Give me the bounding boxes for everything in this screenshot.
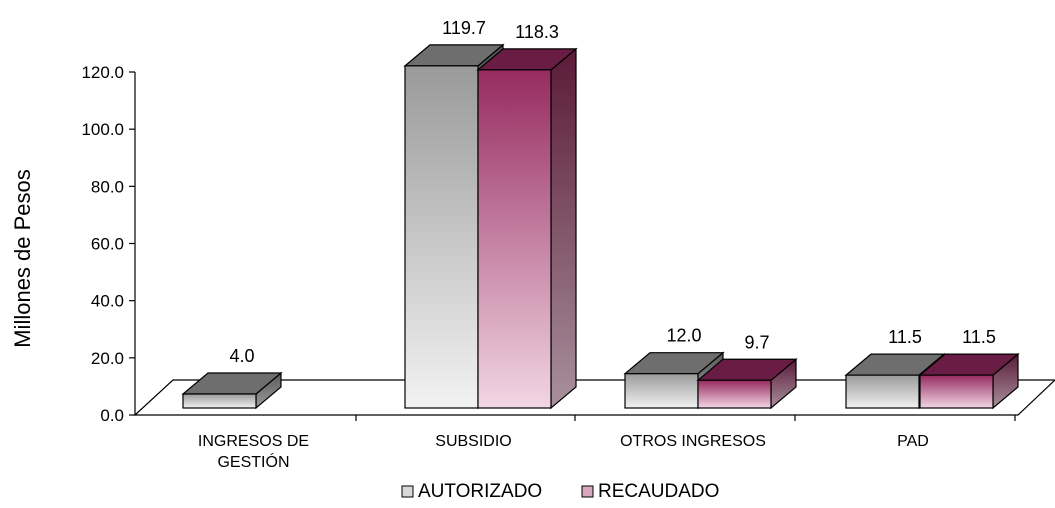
y-tick-label: 120.0 — [81, 63, 124, 82]
x-category-label: OTROS INGRESOS — [620, 433, 766, 450]
bar-front — [697, 379, 772, 409]
y-tick-label: 40.0 — [91, 292, 124, 311]
bar-front — [182, 393, 257, 409]
chart-floor — [133, 379, 1055, 416]
bar-recaudado-1 — [476, 47, 578, 410]
data-label: 12.0 — [666, 326, 701, 346]
x-category-label: PAD — [897, 433, 929, 450]
bar-front — [845, 374, 920, 409]
legend-item-recaudado: RECAUDADO — [581, 481, 719, 502]
legend-label: AUTORIZADO — [418, 481, 542, 502]
bar-front — [624, 373, 699, 409]
y-axis-title: Millones de Pesos — [10, 169, 35, 348]
data-label: 119.7 — [442, 18, 486, 38]
x-category-label: GESTIÓN — [217, 452, 289, 471]
legend-item-autorizado: AUTORIZADO — [401, 481, 542, 502]
bar-side — [550, 47, 577, 410]
legend-swatch-autorizado — [401, 485, 414, 498]
y-tick-label: 0.0 — [100, 406, 124, 425]
bar-recaudado-2 — [696, 357, 798, 410]
bar-front — [477, 69, 552, 409]
bar-autorizado-0 — [181, 371, 283, 410]
data-label: 11.5 — [962, 327, 996, 347]
legend-swatch-recaudado — [581, 485, 594, 498]
y-tick-label: 80.0 — [91, 177, 124, 196]
legend-label: RECAUDADO — [598, 481, 719, 502]
data-label: 11.5 — [888, 327, 922, 347]
data-label: 118.3 — [515, 22, 559, 42]
bar-autorizado-3 — [844, 352, 946, 410]
data-label: 9.7 — [744, 332, 769, 352]
x-category-label: SUBSIDIO — [435, 433, 511, 450]
data-label: 4.0 — [229, 346, 254, 366]
bar-front — [404, 65, 479, 409]
bar-recaudado-3 — [918, 352, 1020, 410]
x-category-label: INGRESOS DE — [198, 433, 309, 450]
bar-front — [919, 374, 994, 409]
y-tick-label: 20.0 — [91, 349, 124, 368]
y-tick-label: 60.0 — [91, 235, 124, 254]
y-tick-label: 100.0 — [81, 120, 124, 139]
